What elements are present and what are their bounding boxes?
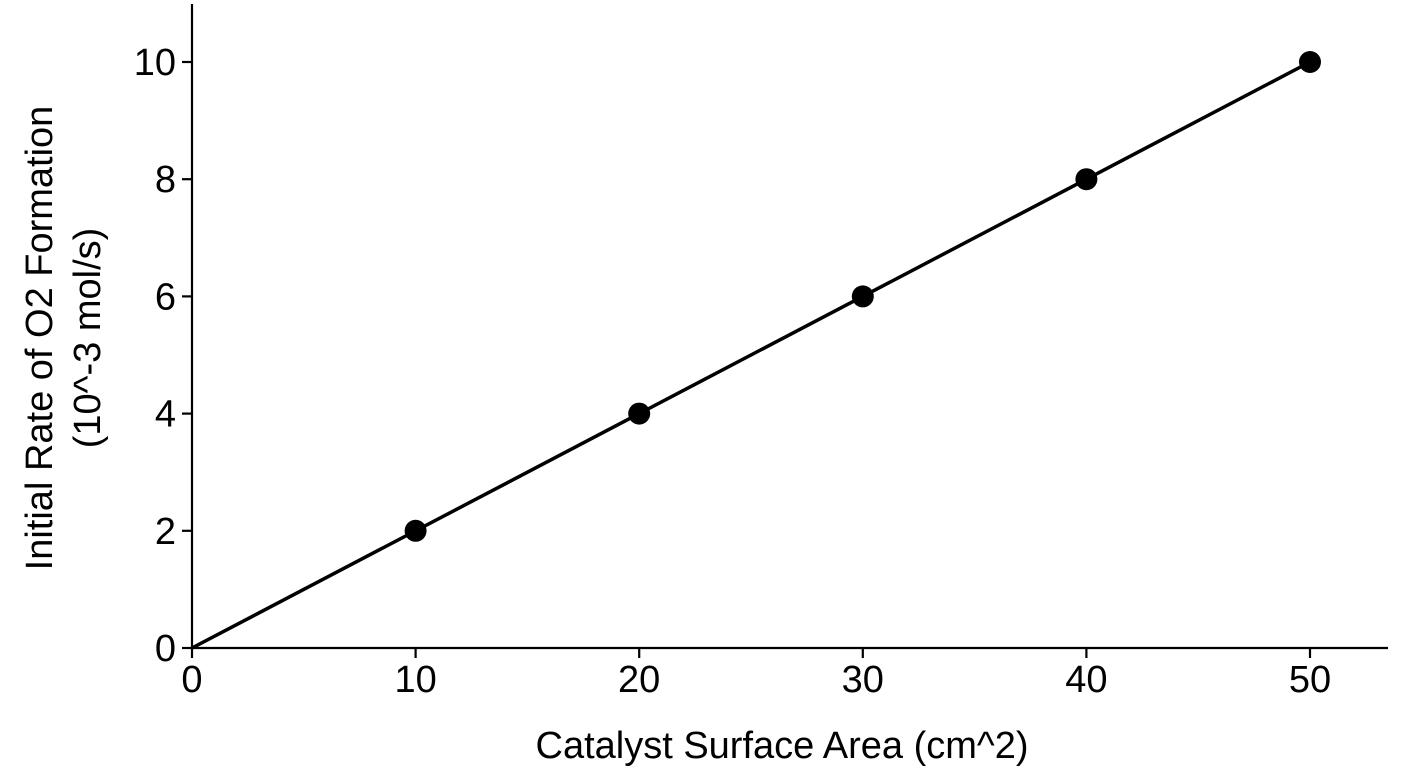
y-axis-title-group: Initial Rate of O2 Formation (10^-3 mol/… [19,106,109,571]
x-tick-label: 20 [618,659,660,701]
y-axis-title-line-1: Initial Rate of O2 Formation [19,106,61,571]
x-axis-title: Catalyst Surface Area (cm^2) [536,725,1029,767]
data-point [851,285,874,308]
y-tick-label: 2 [155,511,176,553]
y-tick-label: 4 [155,394,176,436]
x-tick-label: 10 [394,659,436,701]
x-tick-label: 40 [1065,659,1107,701]
ticks: 0 10 20 30 40 50 0 2 4 6 8 10 [134,42,1331,701]
trend-line [191,60,1311,650]
data-point [628,402,651,425]
x-tick-label: 50 [1289,659,1331,701]
plot-area [191,51,1321,650]
y-tick-label: 10 [134,42,176,84]
x-tick-label: 0 [181,659,202,701]
y-axis-title-line-2: (10^-3 mol/s) [67,228,109,449]
y-tick-label: 6 [155,276,176,318]
data-point [1075,168,1098,191]
data-point [1299,51,1321,73]
y-tick-label: 0 [155,628,176,670]
axes [190,4,1388,650]
y-tick-label: 8 [155,159,176,201]
x-tick-label: 30 [842,659,884,701]
data-point [404,519,427,542]
